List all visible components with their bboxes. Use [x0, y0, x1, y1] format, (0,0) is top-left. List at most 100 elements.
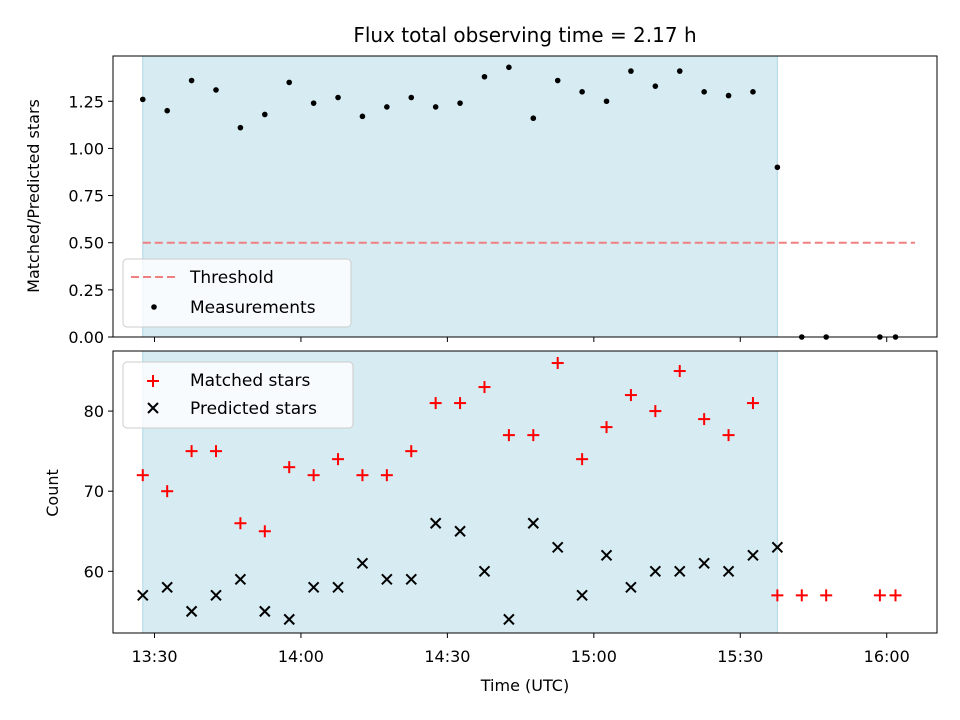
- predicted-star-point: [722, 565, 735, 578]
- matched-star-point: [551, 357, 564, 370]
- predicted-star-point: [332, 581, 344, 594]
- predicted-star-point: [625, 581, 637, 594]
- measurement-point: [237, 124, 244, 131]
- measurement-point: [676, 68, 683, 74]
- predicted-star-point: [137, 589, 149, 602]
- xtick-label: 15:30: [717, 647, 763, 666]
- matched-star-point: [576, 453, 589, 466]
- measurement-point: [139, 96, 146, 103]
- matched-star-point: [258, 525, 271, 538]
- bottom-axes-frame: [112, 350, 938, 634]
- measurement-point: [725, 92, 732, 99]
- measurement-point: [335, 94, 341, 101]
- predicted-star-point: [405, 573, 417, 586]
- matched-star-point: [771, 589, 784, 602]
- measurement-point: [652, 83, 659, 89]
- predicted-star-point: [503, 613, 515, 626]
- legend-matched-swatch: [147, 375, 159, 387]
- matched-star-point: [307, 469, 320, 482]
- legend-measurements-label: Measurements: [190, 298, 316, 318]
- predicted-star-point: [600, 549, 613, 561]
- predicted-star-point: [454, 525, 466, 537]
- predicted-star-point: [527, 517, 540, 529]
- measurement-point: [457, 100, 463, 106]
- measurement-point: [432, 104, 439, 110]
- top-panel: 0.00 0.25 0.50 0.75 1.00 1.25 Matched/Predict…: [24, 55, 938, 347]
- legend-predicted-label: Predicted stars: [190, 399, 317, 419]
- measurement-point: [481, 73, 488, 80]
- matched-star-point: [649, 405, 662, 418]
- predicted-star-point: [307, 581, 320, 594]
- measurement-point: [774, 164, 781, 171]
- top-ylabel: Matched/Predicted stars: [24, 99, 43, 293]
- top-legend: Threshold Measurements: [122, 258, 352, 328]
- legend-threshold-label: Threshold: [189, 268, 274, 288]
- legend-matched-label: Matched stars: [190, 371, 310, 391]
- predicted-star-point: [185, 605, 198, 618]
- measurement-point: [164, 107, 170, 114]
- chart-title: Flux total observing time = 2.17 h: [353, 23, 696, 47]
- predicted-star-point: [649, 565, 662, 578]
- measurement-point: [603, 98, 610, 105]
- measurement-point: [286, 79, 293, 86]
- matched-star-point: [136, 469, 149, 482]
- measurement-point: [384, 104, 390, 110]
- measurement-point: [554, 77, 561, 84]
- top-ytick-label: 0.75: [68, 187, 104, 206]
- xtick-label: 16:00: [864, 647, 910, 666]
- predicted-star-point: [698, 557, 710, 570]
- bottom-ytick-label: 60: [84, 562, 104, 581]
- matched-star-point: [527, 429, 540, 442]
- matched-star-point: [161, 485, 174, 498]
- bottom-panel: 60 70 80 13:30 14:00 14:30 15:00 15:30 16:00 Co…: [43, 350, 938, 695]
- legend-measurements-swatch: [151, 304, 157, 310]
- measurement-point: [750, 89, 756, 95]
- predicted-star-point: [478, 565, 491, 578]
- matched-star-point: [356, 469, 369, 482]
- xtick-label: 14:00: [278, 647, 324, 666]
- matched-star-point: [746, 397, 759, 410]
- measurement-point: [359, 113, 366, 120]
- matched-star-point: [454, 397, 467, 410]
- matched-star-point: [380, 469, 393, 482]
- matched-star-point: [624, 389, 637, 402]
- xtick-label: 15:00: [571, 647, 617, 666]
- top-ytick-label: 0.25: [68, 281, 104, 300]
- measurement-point: [408, 94, 415, 101]
- matched-star-point: [820, 589, 833, 602]
- top-ytick-label: 0.50: [68, 234, 104, 253]
- measurement-point: [579, 89, 585, 95]
- predicted-star-point: [771, 541, 784, 553]
- matched-star-point: [429, 397, 442, 410]
- xtick-label: 13:30: [131, 647, 177, 666]
- predicted-star-point: [381, 573, 393, 586]
- predicted-star-point: [747, 549, 759, 561]
- predicted-star-point: [210, 589, 222, 602]
- matched-star-point: [234, 517, 247, 530]
- matched-star-point: [673, 365, 686, 378]
- matched-star-point: [698, 413, 711, 426]
- bottom-legend-box: [122, 361, 354, 429]
- predicted-star-point: [161, 581, 173, 594]
- matched-star-point: [889, 589, 902, 602]
- measurement-point: [262, 111, 268, 118]
- matched-star-point: [873, 589, 886, 602]
- predicted-star-point: [429, 517, 442, 529]
- measurement-point: [310, 100, 317, 106]
- matched-star-point: [795, 589, 808, 602]
- matched-star-point: [722, 429, 735, 442]
- bottom-ytick-label: 80: [84, 402, 104, 421]
- x-axis-label: Time (UTC): [480, 676, 569, 695]
- top-ytick-label: 1.00: [68, 139, 104, 158]
- measurement-point: [628, 68, 634, 74]
- predicted-star-point: [234, 573, 247, 586]
- matched-star-point: [405, 445, 418, 458]
- predicted-star-point: [283, 613, 295, 626]
- measurement-point: [188, 77, 195, 84]
- predicted-star-point: [356, 557, 369, 570]
- measurement-point: [506, 64, 512, 71]
- bottom-ytick-label: 70: [84, 482, 104, 501]
- predicted-star-point: [259, 605, 271, 618]
- xtick-label: 14:30: [424, 647, 470, 666]
